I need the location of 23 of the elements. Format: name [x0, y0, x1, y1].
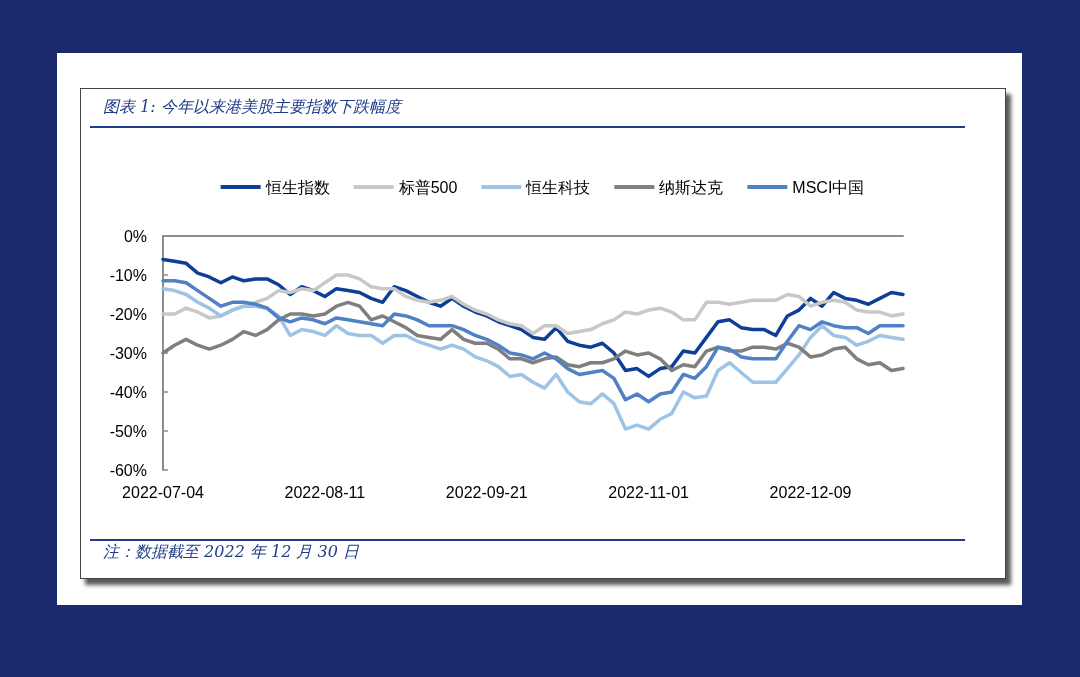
line-series	[161, 273, 905, 336]
line-series	[161, 300, 905, 373]
x-tick-label: 2022-12-09	[769, 483, 852, 501]
line-series	[161, 286, 905, 431]
legend-label: 恒生科技	[525, 178, 591, 196]
x-tick-label: 2022-09-21	[445, 483, 528, 501]
y-tick-label: -60%	[109, 461, 147, 479]
legend-label: 纳斯达克	[659, 178, 724, 196]
y-tick-label: -50%	[109, 422, 147, 440]
legend-label: 恒生指数	[264, 178, 330, 196]
line-series	[161, 279, 905, 404]
chart-title: 图表 1: 今年以来港美股主要指数下跌幅度	[103, 97, 401, 118]
y-tick-label: -20%	[109, 305, 147, 323]
legend-label: 标普500	[397, 178, 458, 196]
y-tick-label: 0%	[123, 227, 147, 245]
x-tick-label: 2022-07-04	[122, 483, 205, 501]
y-tick-label: -40%	[109, 383, 147, 401]
text: 注：数据截至 2022 年 12 月 30 日	[103, 542, 359, 563]
legend-label: MSCI中国	[792, 178, 865, 196]
x-tick-label: 2022-11-01	[608, 483, 690, 501]
y-tick-label: -30%	[109, 344, 147, 362]
y-tick-label: -10%	[109, 266, 147, 284]
x-tick-label: 2022-08-11	[284, 483, 366, 501]
